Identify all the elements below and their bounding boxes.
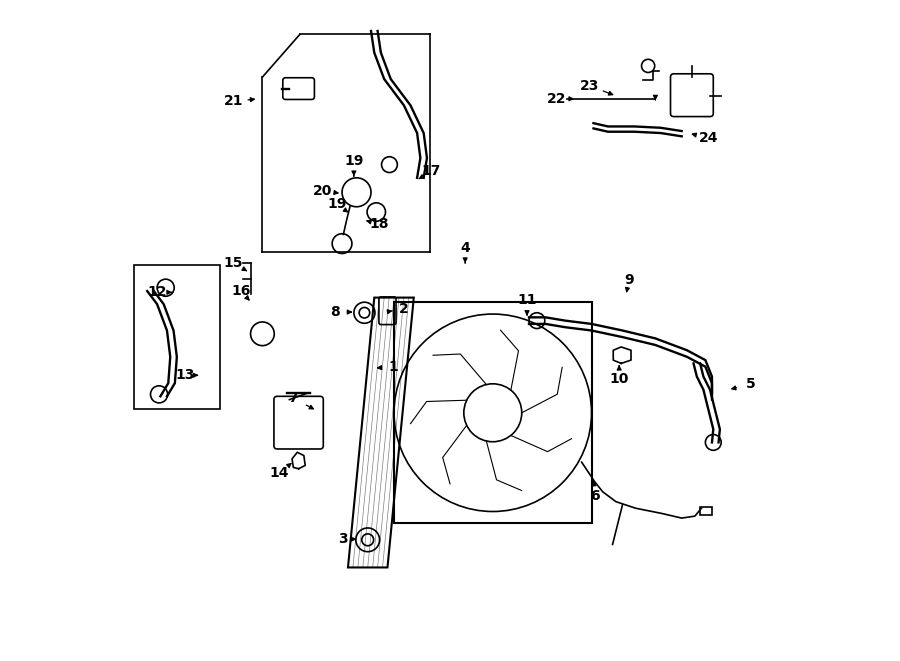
Text: 11: 11: [518, 293, 536, 307]
Text: 19: 19: [327, 197, 346, 211]
Text: 3: 3: [338, 532, 348, 546]
Text: 8: 8: [330, 305, 340, 319]
Text: 6: 6: [590, 489, 599, 504]
Bar: [700, 507, 712, 515]
Text: 16: 16: [231, 284, 250, 298]
Text: 17: 17: [422, 164, 441, 178]
Text: 2: 2: [399, 302, 409, 316]
Text: 19: 19: [344, 154, 364, 169]
Text: 22: 22: [547, 92, 566, 106]
Text: 9: 9: [625, 273, 634, 287]
Text: 21: 21: [224, 95, 243, 108]
Text: 12: 12: [148, 286, 166, 299]
Text: 13: 13: [175, 368, 194, 382]
Text: 24: 24: [699, 132, 718, 145]
Text: 14: 14: [270, 466, 289, 481]
Text: 10: 10: [609, 371, 629, 385]
Text: 1: 1: [389, 360, 399, 373]
Text: 18: 18: [369, 217, 389, 231]
Text: 7: 7: [289, 391, 298, 405]
Bar: [394, 302, 591, 524]
Text: 23: 23: [580, 79, 599, 93]
Bar: [134, 264, 220, 409]
Text: 15: 15: [224, 256, 243, 270]
Text: 4: 4: [460, 241, 470, 255]
Text: 20: 20: [313, 184, 333, 198]
Text: 5: 5: [746, 377, 756, 391]
